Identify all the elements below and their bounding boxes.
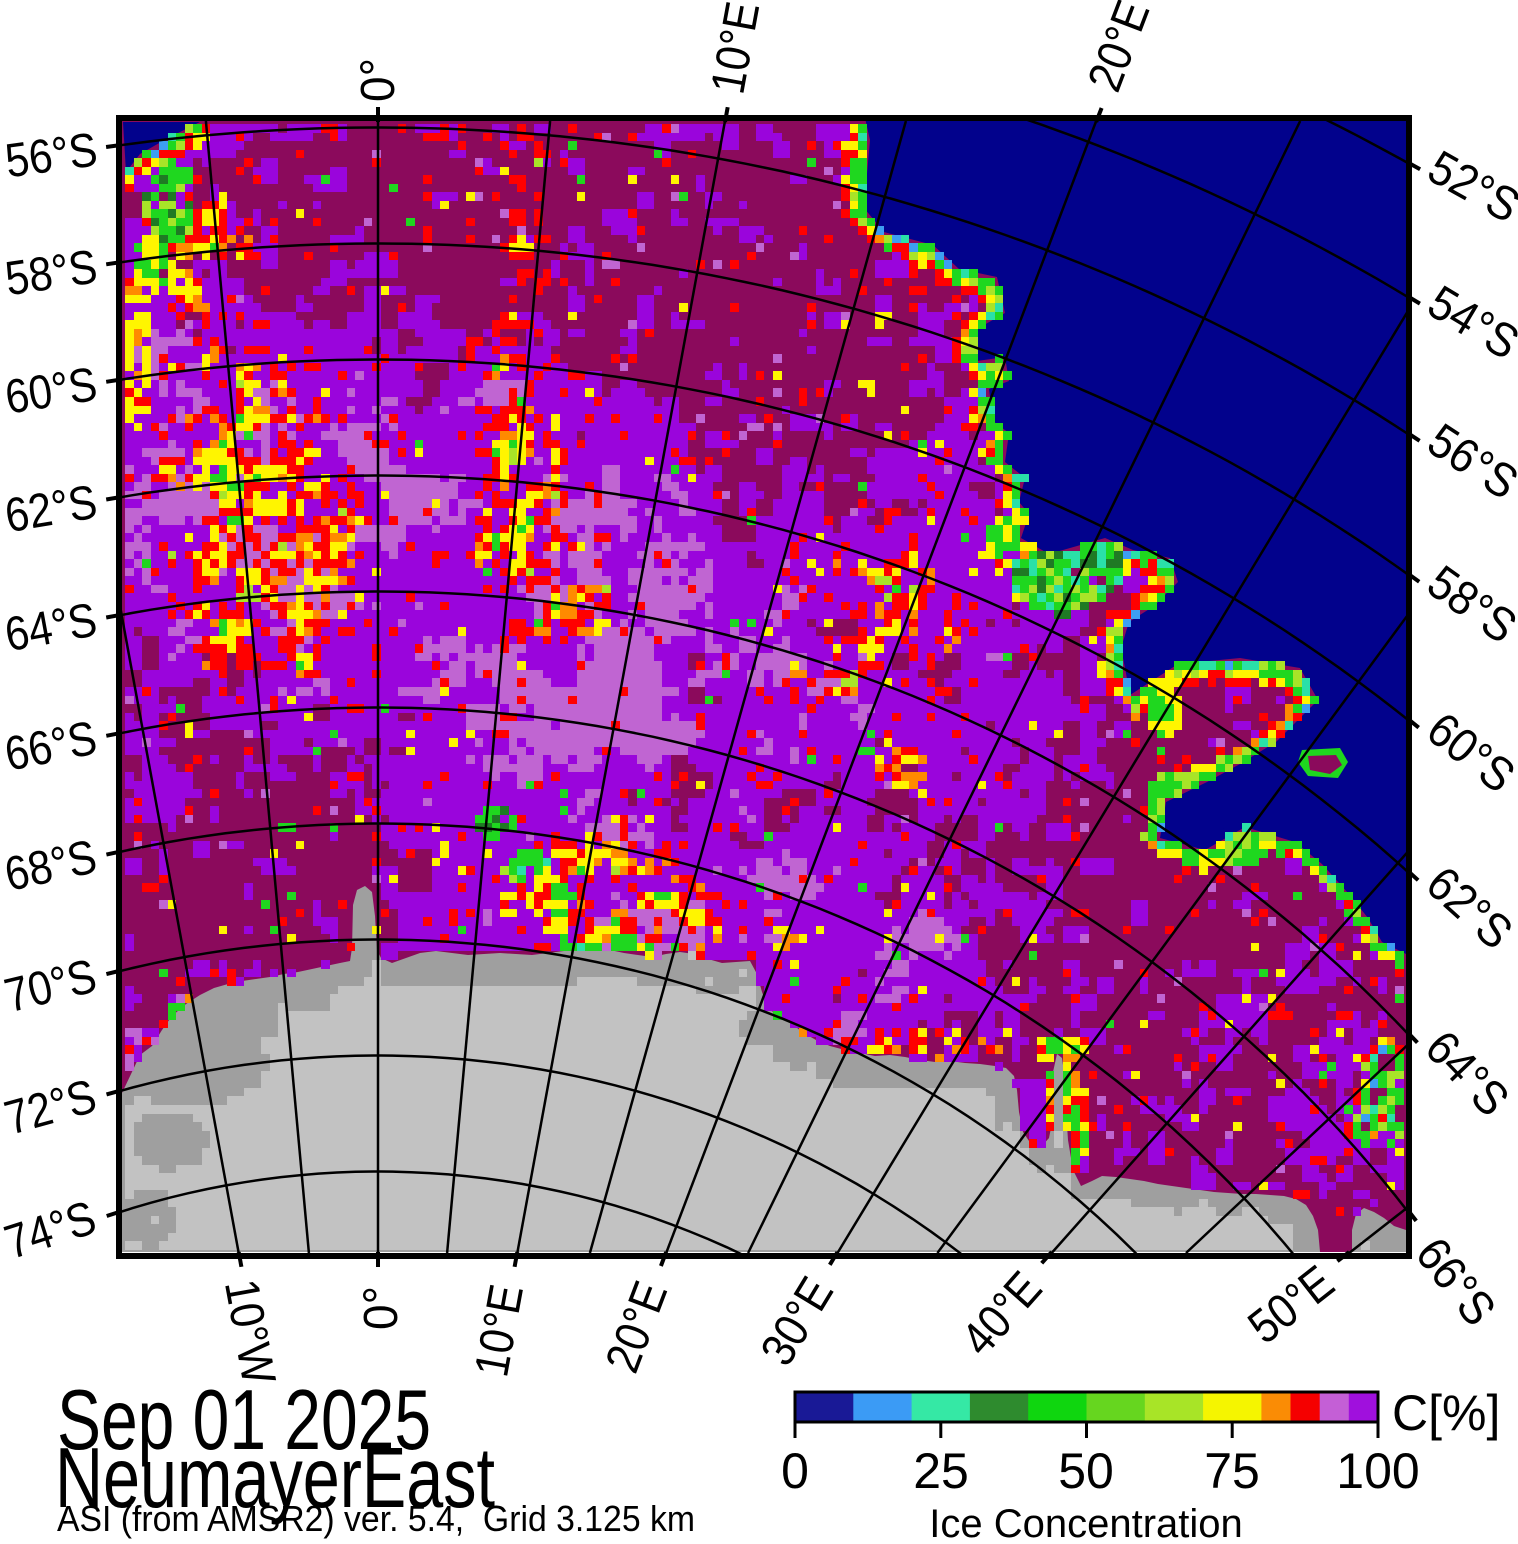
svg-text:25: 25 <box>913 1443 969 1499</box>
svg-text:56°S: 56°S <box>1418 414 1518 510</box>
svg-text:20°E: 20°E <box>1078 0 1160 98</box>
svg-text:62°S: 62°S <box>1 476 101 544</box>
svg-text:NeumayerEast: NeumayerEast <box>55 1431 495 1526</box>
svg-text:Sep 01 2025: Sep 01 2025 <box>57 1373 431 1468</box>
svg-text:ASI (from AMSR2) ver. 5.4, Gr: ASI (from AMSR2) ver. 5.4, Grid 3.125 km <box>57 1498 695 1539</box>
svg-text:70°S: 70°S <box>0 950 102 1023</box>
svg-text:50: 50 <box>1058 1443 1114 1499</box>
svg-text:72°S: 72°S <box>0 1070 102 1146</box>
svg-text:C[%]: C[%] <box>1392 1385 1500 1441</box>
svg-text:64°S: 64°S <box>1 593 101 662</box>
svg-text:0: 0 <box>781 1443 809 1499</box>
svg-text:52°S: 52°S <box>1419 141 1518 234</box>
svg-text:0°: 0° <box>355 1286 408 1330</box>
svg-text:0°: 0° <box>352 58 405 102</box>
svg-text:60°S: 60°S <box>1417 703 1518 804</box>
svg-text:64°S: 64°S <box>1415 1021 1518 1126</box>
svg-text:54°S: 54°S <box>1419 276 1518 370</box>
svg-text:66°S: 66°S <box>1 712 102 782</box>
svg-text:58°S: 58°S <box>1418 556 1518 654</box>
svg-text:100: 100 <box>1336 1443 1419 1499</box>
svg-text:20°E: 20°E <box>596 1275 678 1380</box>
svg-text:50°E: 50°E <box>1239 1256 1344 1354</box>
svg-text:58°S: 58°S <box>2 241 101 307</box>
svg-text:74°S: 74°S <box>0 1191 102 1269</box>
svg-text:10°E: 10°E <box>465 1281 534 1381</box>
svg-text:68°S: 68°S <box>0 830 101 902</box>
svg-text:75: 75 <box>1204 1443 1260 1499</box>
svg-text:30°E: 30°E <box>751 1268 844 1374</box>
svg-text:60°S: 60°S <box>2 358 101 425</box>
svg-text:10°W: 10°W <box>214 1275 285 1388</box>
svg-text:66°S: 66°S <box>1405 1228 1505 1335</box>
svg-text:10°E: 10°E <box>702 0 771 98</box>
svg-text:56°S: 56°S <box>2 123 100 188</box>
svg-text:40°E: 40°E <box>952 1262 1053 1366</box>
svg-text:Ice Concentration: Ice Concentration <box>929 1502 1243 1544</box>
svg-text:62°S: 62°S <box>1416 857 1518 960</box>
